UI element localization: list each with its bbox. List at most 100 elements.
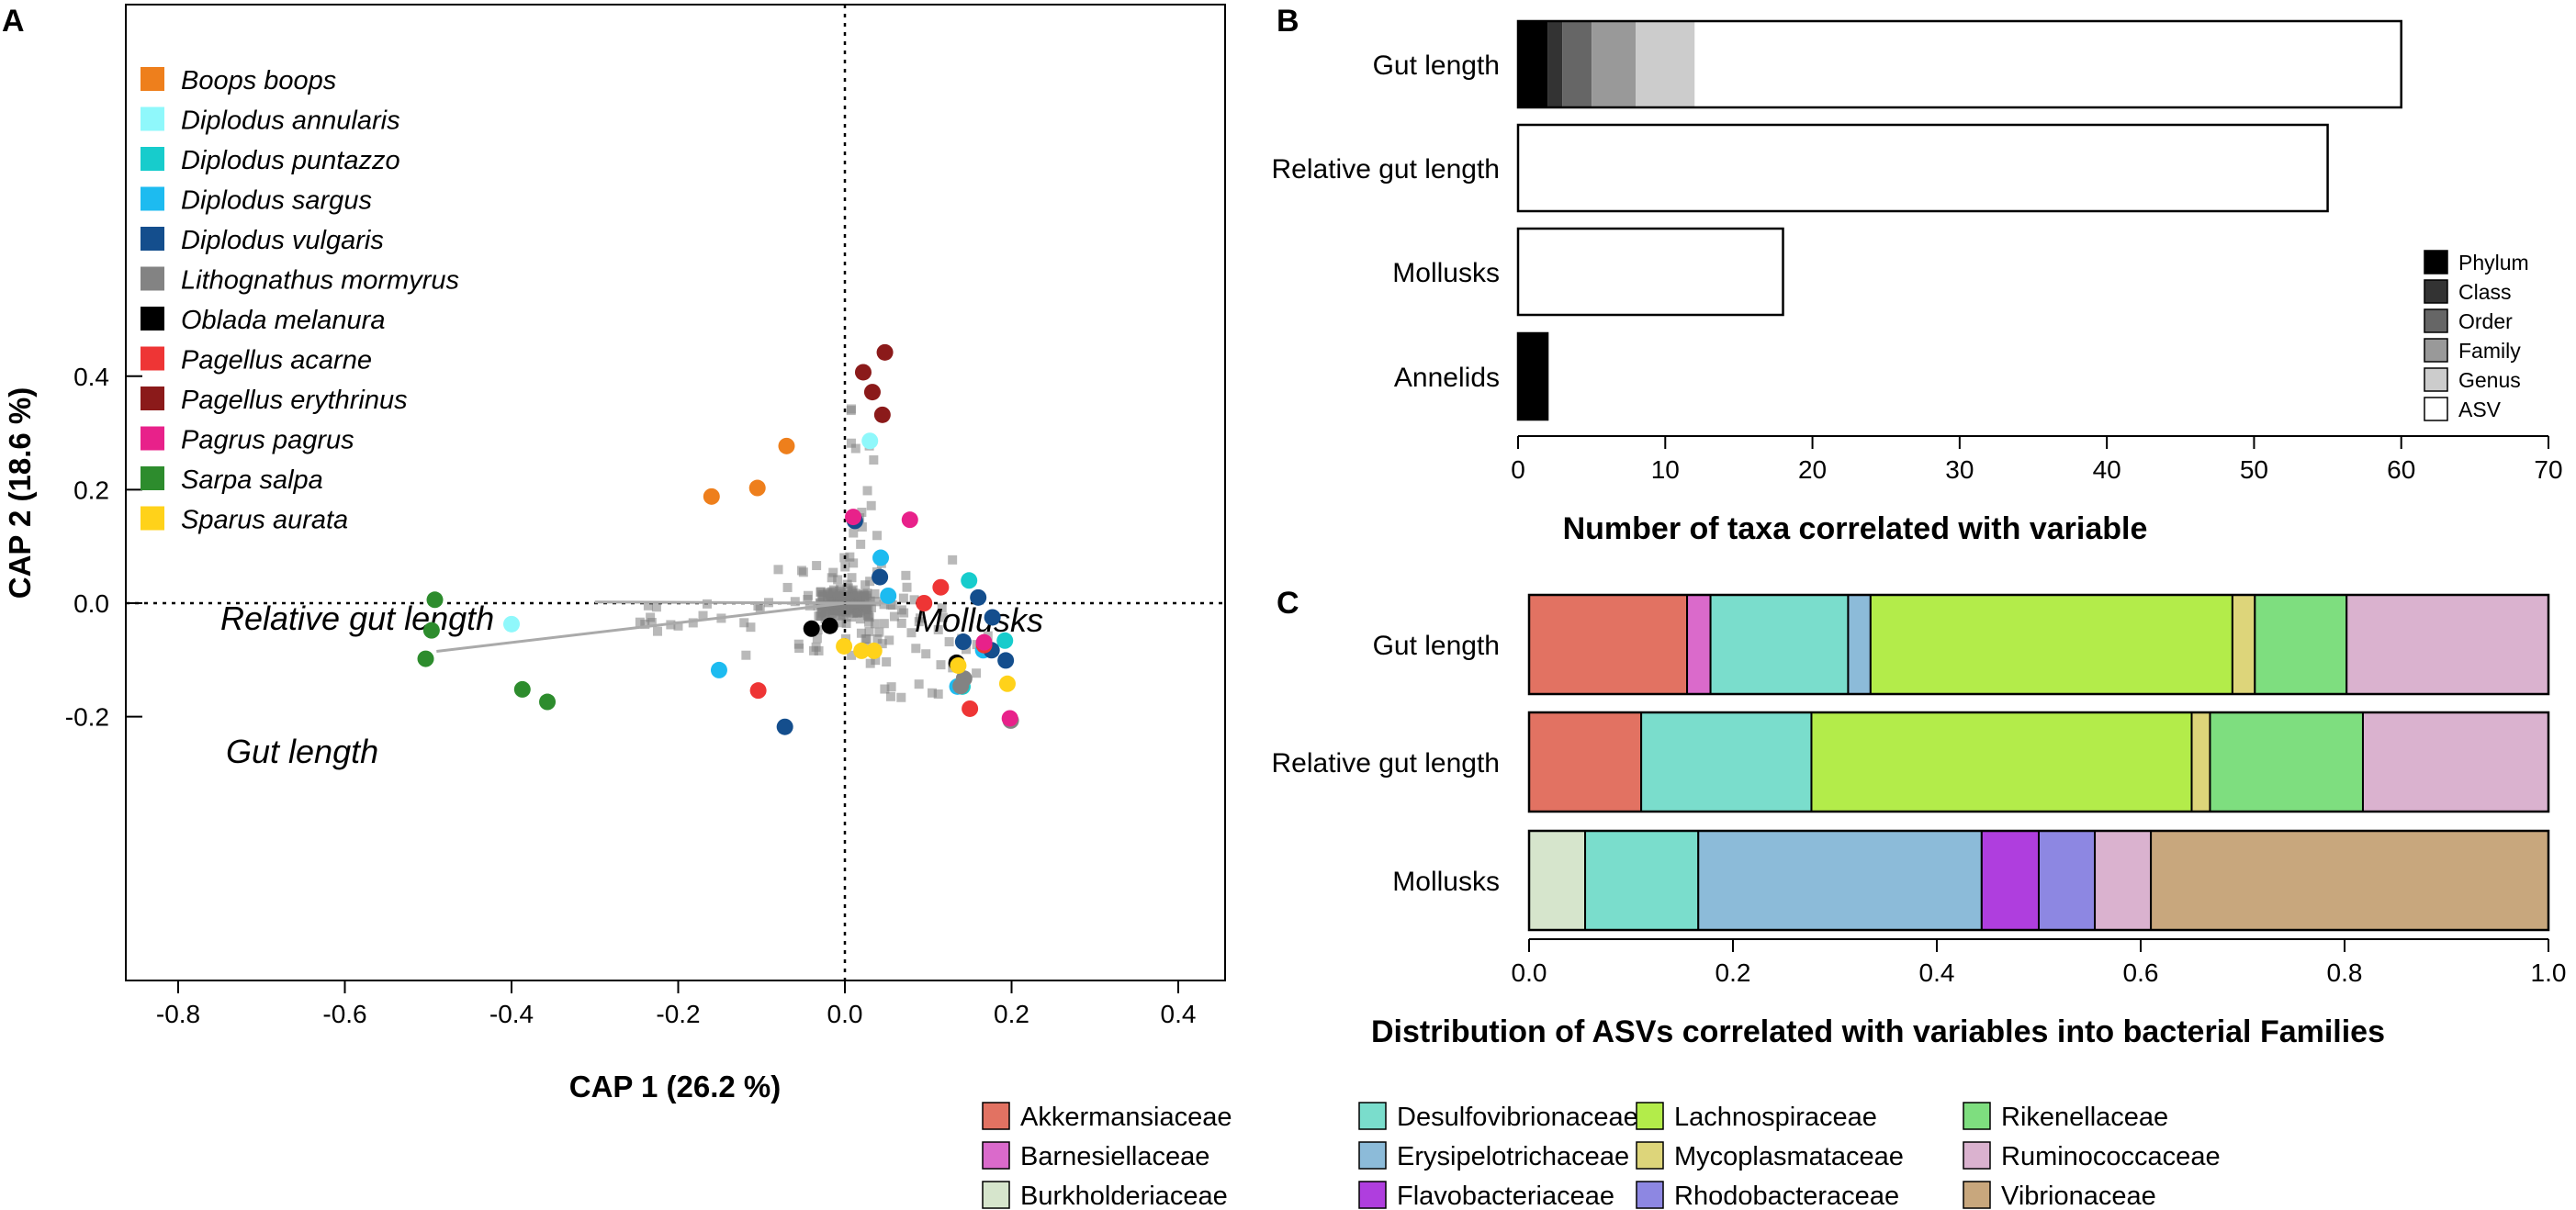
asv-point: [816, 587, 826, 597]
asv-point: [909, 595, 919, 605]
asv-point: [753, 601, 763, 611]
asv-point: [862, 486, 872, 496]
asv-point: [812, 633, 822, 644]
legend-label-asv: ASV: [2458, 398, 2502, 421]
asv-point: [839, 605, 849, 615]
point-boops-boops: [778, 437, 795, 454]
bar-category-label: Mollusks: [1392, 867, 1500, 897]
asv-point: [646, 612, 656, 622]
bar-segment-lachnospiraceae: [1869, 594, 2233, 695]
legend-swatch-diplodus-annularis: [141, 106, 164, 131]
asv-point: [884, 635, 894, 645]
x-tick-label: 30: [1945, 455, 1974, 484]
bar-segment-ruminococcaceae: [2094, 830, 2153, 931]
panel-a-y-axis-label: CAP 2 (18.6 %): [3, 387, 37, 599]
y-tick-label: 0.0: [73, 589, 109, 618]
bar-segment-order: [1562, 21, 1592, 107]
x-tick-label: 40: [2093, 455, 2121, 484]
x-tick-label: 0.6: [2123, 958, 2159, 987]
asv-point: [938, 612, 948, 622]
x-tick-label: 20: [1798, 455, 1827, 484]
bar-segment-lachnospiraceae: [1810, 711, 2193, 812]
legend-swatch-pagrus-pagrus: [141, 426, 164, 451]
x-tick-label: -0.2: [656, 1000, 700, 1028]
asv-point: [739, 618, 749, 628]
bar-category-label: Annelids: [1394, 363, 1500, 393]
asv-point: [972, 668, 982, 678]
legend-label-akkermansiaceae: Akkermansiaceae: [1020, 1103, 1232, 1132]
bar-category-label: Gut length: [1373, 631, 1500, 661]
asv-point: [828, 567, 838, 577]
point-pagrus-pagrus: [845, 509, 862, 526]
legend-swatch-desulfovibrionaceae: [1358, 1102, 1387, 1130]
legend-label-pagrus-pagrus: Pagrus pagrus: [181, 426, 354, 455]
point-sparus-aurata: [853, 642, 871, 659]
asv-point: [861, 580, 871, 590]
point-sarpa-salpa: [513, 680, 531, 698]
asv-point: [857, 508, 867, 518]
asv-point: [864, 612, 874, 622]
asv-point: [921, 649, 931, 659]
asv-point: [853, 608, 863, 618]
legend-label-diplodus-vulgaris: Diplodus vulgaris: [181, 226, 384, 255]
legend-swatch-barnesiellaceae: [982, 1141, 1010, 1170]
asv-point: [869, 455, 879, 465]
asv-point: [846, 438, 856, 448]
x-tick-label: 0.0: [1512, 958, 1547, 987]
point-sparus-aurata: [836, 637, 853, 655]
legend-label-genus: Genus: [2458, 368, 2521, 392]
x-tick-label: 0.4: [1919, 958, 1955, 987]
point-pagrus-pagrus: [975, 633, 993, 651]
legend-swatch-asv: [2424, 397, 2448, 421]
asv-point: [651, 602, 661, 612]
asv-point: [833, 575, 843, 585]
point-diplodus-sargus: [710, 661, 727, 678]
legend-swatch-boops-boops: [141, 67, 164, 91]
point-diplodus-vulgaris: [872, 568, 889, 586]
asv-point: [849, 600, 860, 611]
legend-label-sparus-aurata: Sparus aurata: [181, 506, 348, 535]
y-tick-label: 0.2: [73, 476, 109, 504]
legend-swatch-rikenellaceae: [1963, 1102, 1991, 1130]
legend-swatch-mycoplasmataceae: [1636, 1141, 1664, 1170]
panel-a-scatter: -0.8 -0.6 -0.4 -0.2 0.0 0.2 0.4 -0.2 0.0 0.2 0.4 R…: [3, 4, 1226, 1104]
bar-segment-burkholderiaceae: [1528, 830, 1587, 931]
legend-label-class: Class: [2458, 280, 2512, 304]
asv-point: [865, 577, 875, 587]
asv-point: [842, 579, 852, 589]
point-sarpa-salpa: [417, 650, 434, 667]
bar-outline: [1527, 593, 2550, 696]
asv-point: [861, 633, 872, 644]
asv-point: [901, 570, 911, 580]
point-pagellus-erythrinus: [854, 364, 872, 381]
asv-point: [643, 600, 653, 611]
legend-swatch-burkholderiaceae: [982, 1181, 1010, 1209]
asv-point: [673, 621, 683, 631]
legend-label-pagellus-acarne: Pagellus acarne: [181, 346, 372, 375]
asv-point: [902, 582, 912, 592]
bar-outline: [1527, 711, 2550, 813]
bar-segment-class: [1547, 21, 1563, 107]
vector-label-relative-gut-length: Relative gut length: [220, 599, 494, 637]
x-tick-label: 10: [1651, 455, 1680, 484]
point-boops-boops: [703, 487, 720, 505]
asv-point: [911, 644, 921, 654]
x-tick-label: 0.2: [1715, 958, 1751, 987]
asv-point: [861, 593, 872, 603]
legend-label-mycoplasmataceae: Mycoplasmataceae: [1674, 1142, 1904, 1171]
asv-point: [850, 443, 861, 454]
bar-segment-asv: [1694, 21, 2402, 107]
bar-segment-asv: [1518, 229, 1783, 315]
panel-label-c: C: [1277, 586, 1299, 621]
point-sparus-aurata: [998, 675, 1016, 692]
asv-point: [845, 593, 855, 603]
asv-point: [856, 628, 866, 638]
legend-swatch-phylum: [2424, 250, 2448, 274]
asv-point: [746, 622, 756, 633]
legend-swatch-genus: [2424, 367, 2448, 392]
asv-point: [872, 634, 883, 644]
bar-outline: [1516, 331, 1549, 421]
point-oblada-melanura: [803, 620, 820, 637]
point-diplodus-vulgaris: [997, 652, 1015, 669]
